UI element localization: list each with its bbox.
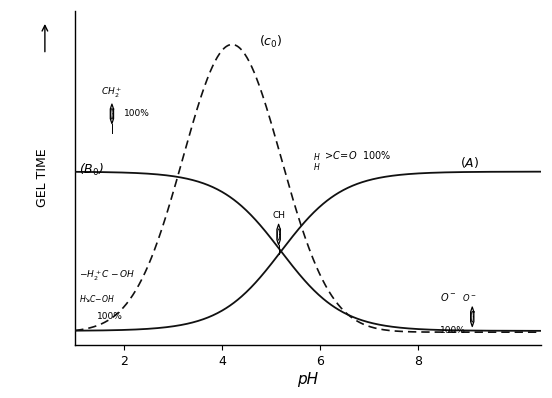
Text: $CH_2^+$: $CH_2^+$ (101, 86, 123, 100)
Text: CH: CH (272, 211, 285, 220)
Text: $H$: $H$ (313, 151, 321, 162)
Text: $-H_2^+C-OH$: $-H_2^+C-OH$ (79, 269, 135, 283)
X-axis label: pH: pH (298, 372, 319, 387)
Text: $\!>\!C\!=\!O$  100%: $\!>\!C\!=\!O$ 100% (324, 149, 392, 161)
Text: $O^-$: $O^-$ (440, 291, 457, 304)
Text: $(c_0)$: $(c_0)$ (259, 34, 283, 50)
Text: $H\!\!\searrow\!\!C\!-\!OH$: $H\!\!\searrow\!\!C\!-\!OH$ (79, 293, 115, 304)
Text: $H$: $H$ (313, 161, 321, 172)
Text: GEL TIME: GEL TIME (36, 149, 49, 207)
Text: ($B_0$): ($B_0$) (79, 162, 104, 178)
Text: 100%: 100% (440, 326, 466, 336)
Text: 100%: 100% (124, 109, 150, 118)
Text: $(A)$: $(A)$ (460, 155, 479, 170)
Text: $O^-$: $O^-$ (463, 292, 477, 302)
Text: 100%: 100% (97, 312, 123, 321)
